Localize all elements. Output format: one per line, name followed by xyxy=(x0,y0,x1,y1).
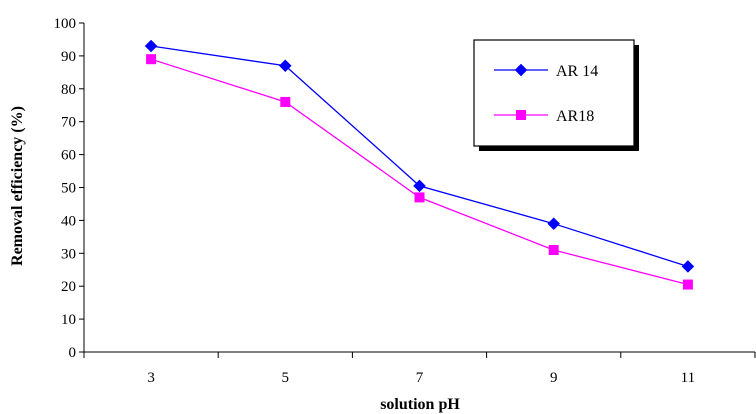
x-tick-label: 9 xyxy=(550,370,558,386)
y-tick-label: 40 xyxy=(61,213,76,229)
legend-label: AR18 xyxy=(556,108,594,125)
y-tick-label: 30 xyxy=(61,246,76,262)
data-point xyxy=(548,245,559,256)
x-tick-label: 7 xyxy=(416,370,424,386)
data-point xyxy=(414,192,425,203)
legend-label: AR 14 xyxy=(556,63,598,80)
y-tick-label: 10 xyxy=(61,312,76,328)
y-tick-label: 70 xyxy=(61,115,76,131)
data-point xyxy=(280,96,291,107)
x-tick-label: 5 xyxy=(282,370,290,386)
y-tick-label: 80 xyxy=(61,82,76,98)
data-point xyxy=(413,179,426,193)
y-axis-title: Removal efficiency (%) xyxy=(9,106,26,266)
y-tick-label: 90 xyxy=(61,49,76,65)
y-tick-label: 20 xyxy=(61,279,76,295)
x-tick-label: 11 xyxy=(681,370,695,386)
x-axis: 3 5 7 9 11 xyxy=(83,351,756,386)
y-tick-label: 0 xyxy=(69,345,77,361)
data-point xyxy=(146,54,157,65)
series-ar18 xyxy=(146,54,693,290)
x-tick-label: 3 xyxy=(147,370,155,386)
y-tick-label: 50 xyxy=(61,181,76,197)
data-point xyxy=(682,279,693,290)
data-point xyxy=(547,217,561,231)
plot-series xyxy=(144,39,695,290)
legend-box xyxy=(473,39,635,147)
y-axis: 0 10 20 30 40 50 60 70 80 90 100 xyxy=(54,16,85,361)
y-tick-label: 60 xyxy=(61,148,76,164)
legend: AR 14 AR18 xyxy=(473,39,639,151)
data-point xyxy=(144,39,158,53)
series-ar-14 xyxy=(144,39,695,273)
data-point xyxy=(278,59,292,73)
legend-items: AR 14 AR18 xyxy=(494,63,598,125)
legend-marker xyxy=(514,63,528,77)
legend-marker xyxy=(516,110,526,120)
y-tick-label: 100 xyxy=(54,16,77,32)
x-axis-title: solution pH xyxy=(380,396,460,413)
data-point xyxy=(681,260,695,273)
